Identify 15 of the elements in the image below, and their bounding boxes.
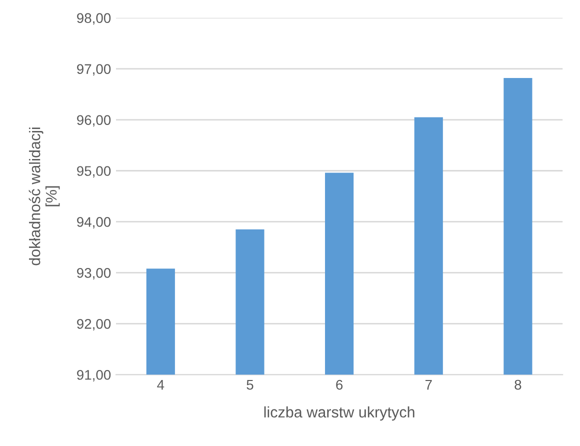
y-tick-label: 94,00 (77, 217, 111, 229)
x-tick-label: 5 (246, 380, 254, 390)
x-tick-label: 8 (514, 380, 522, 390)
x-tick-label: 6 (336, 380, 343, 390)
x-axis-title: liczba warstw ukrytych (264, 406, 414, 421)
y-tick-label: 98,00 (77, 13, 111, 25)
x-tick-label: 4 (157, 380, 164, 390)
y-tick-label: 97,00 (77, 64, 111, 76)
y-tick-label: 93,00 (77, 268, 111, 280)
y-tick-label: 95,00 (77, 166, 111, 178)
y-axis-title: dokładność walidacji [%] (28, 128, 60, 266)
y-tick-label: 92,00 (77, 319, 111, 330)
y-tick-label: 96,00 (77, 115, 111, 127)
y-tick-label: 91,00 (77, 370, 111, 382)
x-tick-label: 7 (425, 380, 432, 390)
